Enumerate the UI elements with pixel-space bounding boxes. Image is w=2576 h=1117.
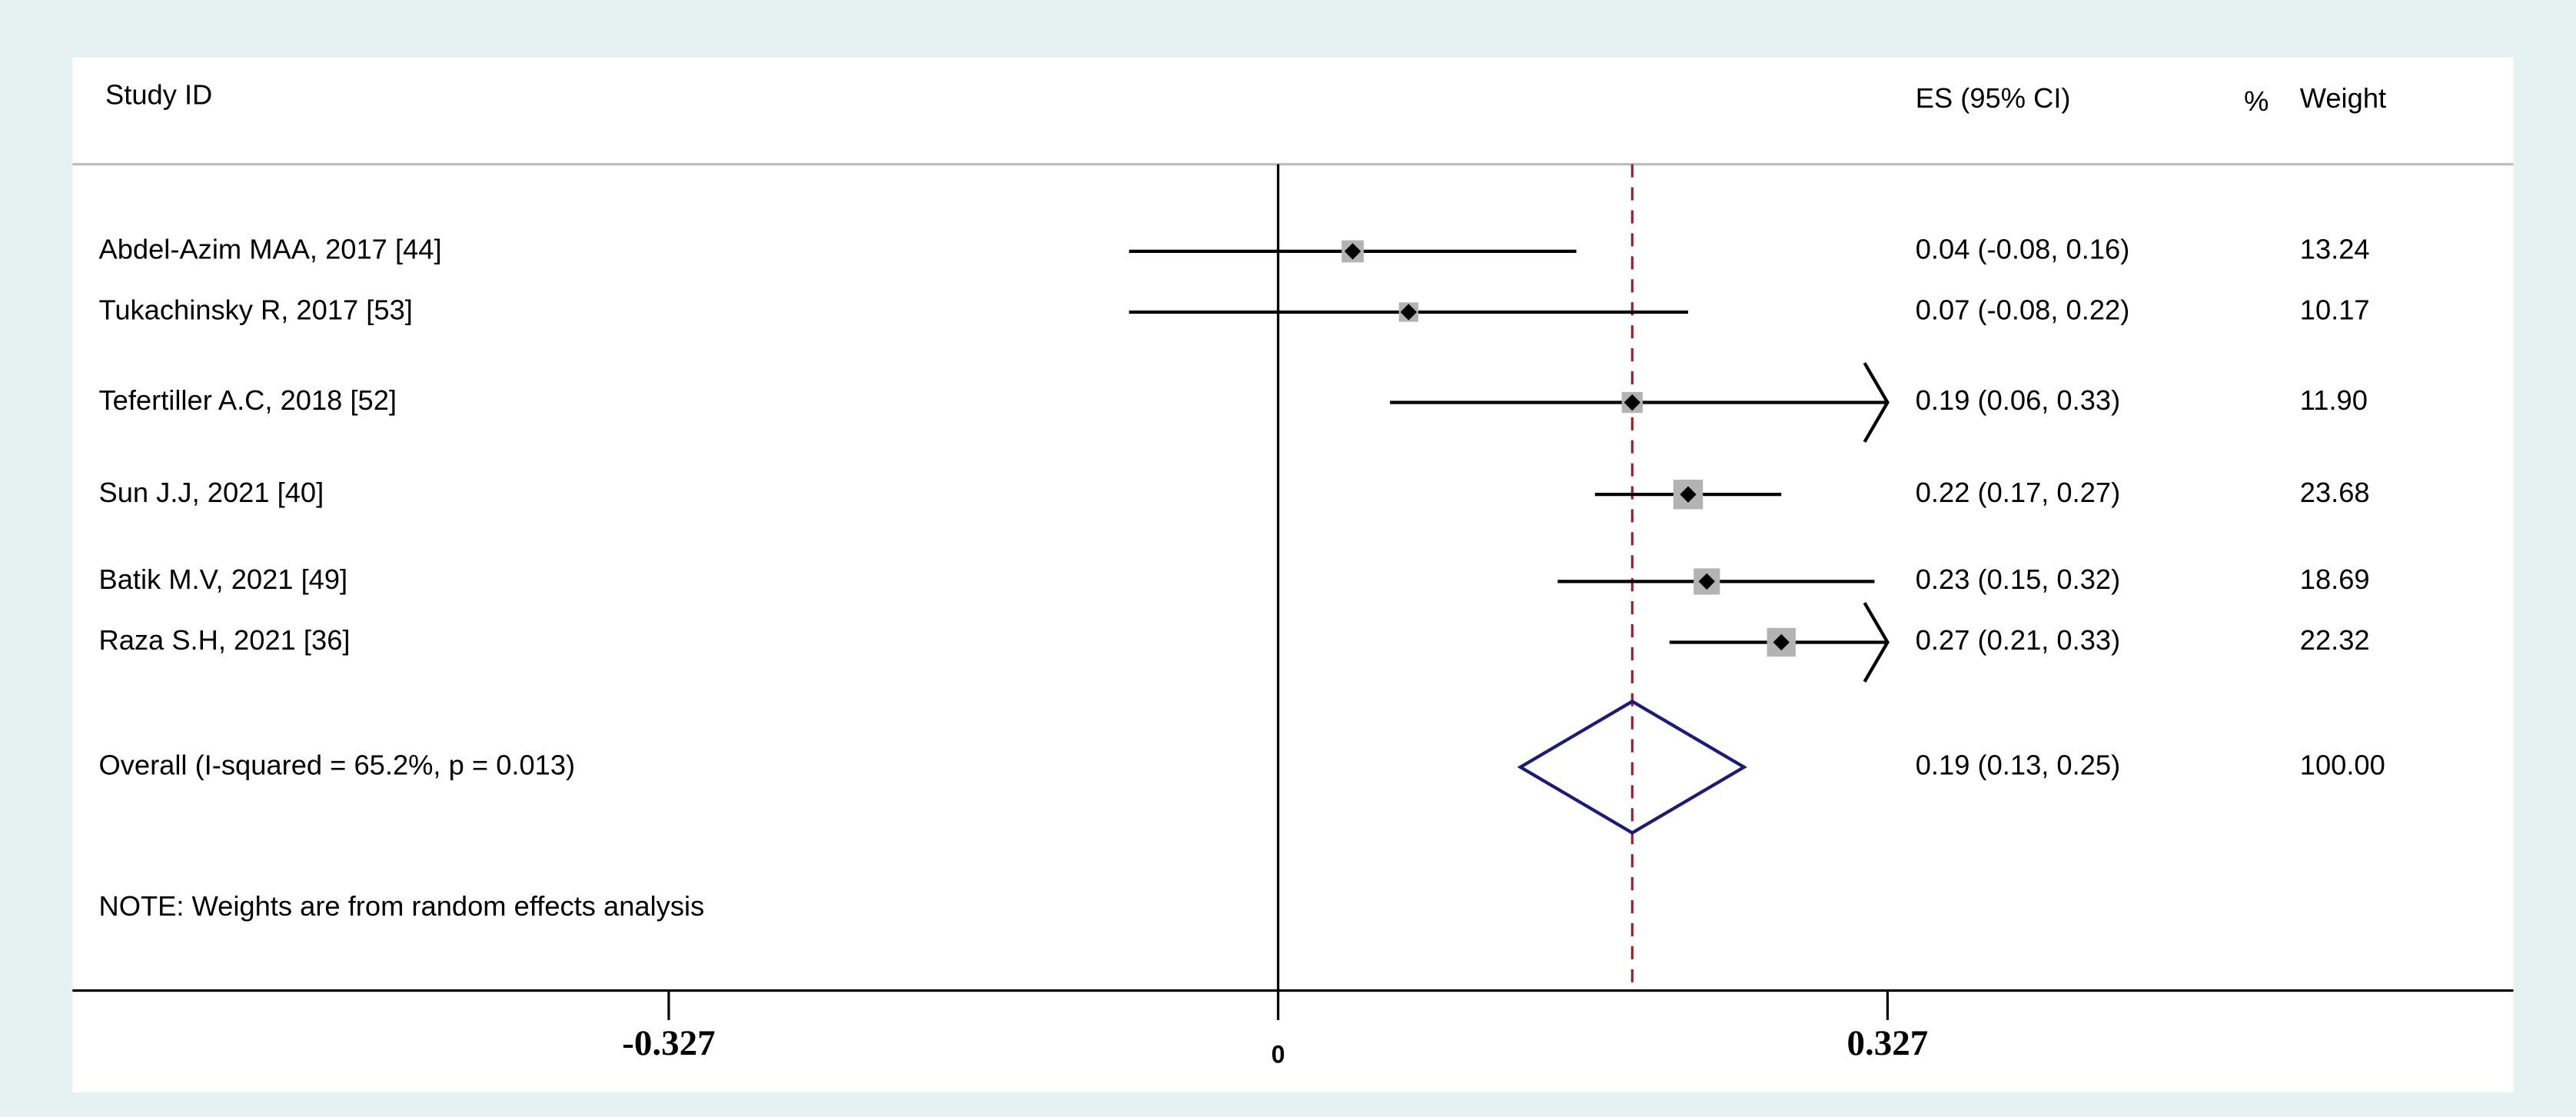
weight-label: 18.69 (2300, 563, 2370, 595)
weight-label: 10.17 (2300, 294, 2370, 326)
es-label: 0.07 (-0.08, 0.22) (1916, 294, 2130, 326)
column-header: % (2244, 85, 2269, 117)
study-label: Tefertiller A.C, 2018 [52] (98, 384, 397, 416)
x-tick-label: 0.327 (1847, 1023, 1929, 1063)
study-label: Tukachinsky R, 2017 [53] (98, 294, 412, 326)
study-label: Sun J.J, 2021 [40] (98, 477, 324, 508)
overall-label: Overall (I-squared = 65.2%, p = 0.013) (98, 749, 575, 780)
study-label: Abdel-Azim MAA, 2017 [44] (98, 234, 441, 265)
point-estimate (1344, 243, 1361, 260)
column-header: Weight (2300, 82, 2386, 114)
es-label: 0.19 (0.13, 0.25) (1916, 749, 2120, 780)
column-header: ES (95% CI) (1916, 82, 2071, 114)
es-label: 0.04 (-0.08, 0.16) (1916, 234, 2130, 265)
point-estimate (1400, 304, 1418, 321)
weight-label: 100.00 (2300, 749, 2385, 780)
panel (72, 57, 2514, 1092)
es-label: 0.27 (0.21, 0.33) (1916, 624, 2120, 656)
column-header: Study ID (105, 79, 212, 111)
es-label: 0.19 (0.06, 0.33) (1916, 384, 2120, 416)
study-label: Raza S.H, 2021 [36] (98, 624, 350, 656)
weight-label: 11.90 (2300, 384, 2368, 416)
weight-label: 23.68 (2300, 477, 2370, 508)
point-estimate (1680, 486, 1697, 503)
note: NOTE: Weights are from random effects an… (98, 890, 704, 922)
overall-diamond (1517, 699, 1747, 835)
weight-label: 13.24 (2300, 234, 2370, 265)
point-estimate (1773, 633, 1790, 651)
es-label: 0.23 (0.15, 0.32) (1916, 563, 2120, 595)
ci-arrow (1863, 602, 1890, 683)
x-tick-label: -0.327 (622, 1023, 715, 1063)
x-tick-label: 0 (1271, 1040, 1285, 1068)
weight-label: 22.32 (2300, 624, 2370, 656)
ci-arrow (1863, 362, 1890, 443)
es-label: 0.22 (0.17, 0.27) (1916, 477, 2120, 508)
study-label: Batik M.V, 2021 [49] (98, 563, 347, 595)
